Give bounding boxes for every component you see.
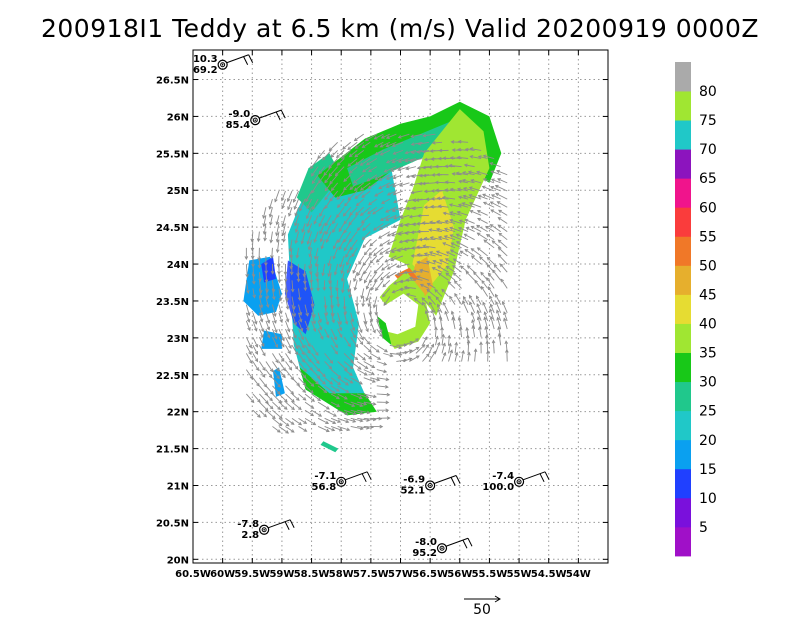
colorbar-label: 60 <box>699 200 717 216</box>
colorbar-label: 45 <box>699 287 717 303</box>
station-temperature: -7.8 <box>237 519 259 530</box>
colorbar-label: 35 <box>699 346 717 362</box>
x-tick-label: 56.5W <box>412 569 448 580</box>
colorbar-segment <box>675 265 691 295</box>
chart-title: 200918I1 Teddy at 6.5 km (m/s) Valid 202… <box>41 14 759 43</box>
y-tick-label: 24N <box>167 260 189 271</box>
dropsonde-station: -7.82.8 <box>237 519 295 541</box>
x-tick-label: 60.5W <box>175 569 211 580</box>
reference-vector: 50 <box>464 595 501 618</box>
y-tick-label: 22N <box>167 408 189 419</box>
station-temperature: -8.0 <box>415 537 437 548</box>
dropsonde-station: -8.095.2 <box>412 537 473 559</box>
y-tick-label: 20N <box>167 555 189 566</box>
colorbar-segment <box>675 207 691 237</box>
station-rh: 56.8 <box>312 482 337 493</box>
y-tick-label: 22.5N <box>156 371 189 382</box>
reference-vector-label: 50 <box>473 602 491 618</box>
colorbar-label: 20 <box>699 433 717 449</box>
y-tick-label: 21.5N <box>156 445 189 456</box>
colorbar-label: 70 <box>699 142 717 158</box>
station-rh: 85.4 <box>226 120 251 131</box>
y-tick-label: 25.5N <box>156 149 189 160</box>
colorbar-segment <box>675 410 691 441</box>
colorbar-segment <box>675 381 691 412</box>
colorbar-segment <box>675 149 691 179</box>
y-axis-ticks: 20N 20.5N 21N 21.5N 22N 22.5N 23N 23.5N 24N 24.5N… <box>156 76 608 566</box>
station-temperature: -7.4 <box>492 471 514 482</box>
colorbar-segment <box>675 439 691 470</box>
colorbar-label: 30 <box>699 375 717 391</box>
colorbar-segment <box>675 236 691 266</box>
x-tick-label: 59W <box>269 569 294 580</box>
wind-vectors <box>244 133 509 434</box>
x-tick-label: 59.5W <box>234 569 270 580</box>
colorbar-segment <box>675 352 691 383</box>
colorbar-label: 75 <box>699 113 717 129</box>
station-rh: 69.2 <box>193 65 218 76</box>
y-tick-label: 23N <box>167 334 189 345</box>
station-temperature: -7.1 <box>314 471 336 482</box>
station-temperature: -6.9 <box>403 474 425 485</box>
dropsonde-station: -6.952.1 <box>400 474 461 496</box>
x-tick-label: 57W <box>388 569 413 580</box>
y-tick-label: 26.5N <box>156 76 189 87</box>
colorbar-segment <box>675 497 691 528</box>
colorbar-segment <box>675 468 691 499</box>
colorbar-label: 65 <box>699 171 717 187</box>
colorbar-segment <box>675 91 691 121</box>
colorbar-label: 25 <box>699 404 717 420</box>
colorbar-segment <box>675 120 691 150</box>
x-tick-label: 58.5W <box>294 569 330 580</box>
station-temperature: -9.0 <box>228 109 250 120</box>
colorbar-segment <box>675 178 691 208</box>
dropsonde-stations: 10.369.2 -9.085.4 -7.156.8 -6.952.1 -7.4100.… <box>193 54 550 559</box>
y-tick-label: 20.5N <box>156 518 189 529</box>
colorbar-segment <box>675 526 691 557</box>
dropsonde-station: -7.156.8 <box>312 471 372 493</box>
colorbar-label: 15 <box>699 462 717 478</box>
colorbar: 5 10 15 20 25 30 35 40 45 50 55 60 65 70 75 80 <box>675 62 717 557</box>
y-tick-label: 26N <box>167 112 189 123</box>
x-tick-label: 54W <box>566 569 591 580</box>
x-tick-label: 55W <box>507 569 532 580</box>
y-tick-label: 21N <box>167 481 189 492</box>
colorbar-segment <box>675 62 691 92</box>
y-tick-label: 25N <box>167 186 189 197</box>
x-tick-label: 55.5W <box>472 569 508 580</box>
y-tick-label: 23.5N <box>156 297 189 308</box>
x-tick-label: 60W <box>210 569 235 580</box>
colorbar-label: 50 <box>699 258 717 274</box>
station-rh: 2.8 <box>241 530 259 541</box>
x-tick-label: 56W <box>447 569 472 580</box>
station-rh: 100.0 <box>482 482 514 493</box>
station-rh: 52.1 <box>400 485 425 496</box>
y-tick-label: 24.5N <box>156 223 189 234</box>
colorbar-label: 5 <box>699 520 708 536</box>
colorbar-label: 80 <box>699 84 717 100</box>
x-tick-label: 54.5W <box>531 569 567 580</box>
colorbar-label: 10 <box>699 491 717 507</box>
station-temperature: 10.3 <box>193 54 218 65</box>
colorbar-label: 55 <box>699 229 717 245</box>
station-rh: 95.2 <box>412 548 437 559</box>
colorbar-segment <box>675 323 691 353</box>
colorbar-segment <box>675 294 691 324</box>
x-tick-label: 57.5W <box>353 569 389 580</box>
x-axis-ticks: 60.5W 60W 59.5W 59W 58.5W 58W 57.5W 57W 56.5W 56W… <box>175 50 591 580</box>
colorbar-label: 40 <box>699 317 717 333</box>
dropsonde-station: -9.085.4 <box>226 109 286 131</box>
dropsonde-station: 10.369.2 <box>193 54 254 76</box>
x-tick-label: 58W <box>329 569 354 580</box>
